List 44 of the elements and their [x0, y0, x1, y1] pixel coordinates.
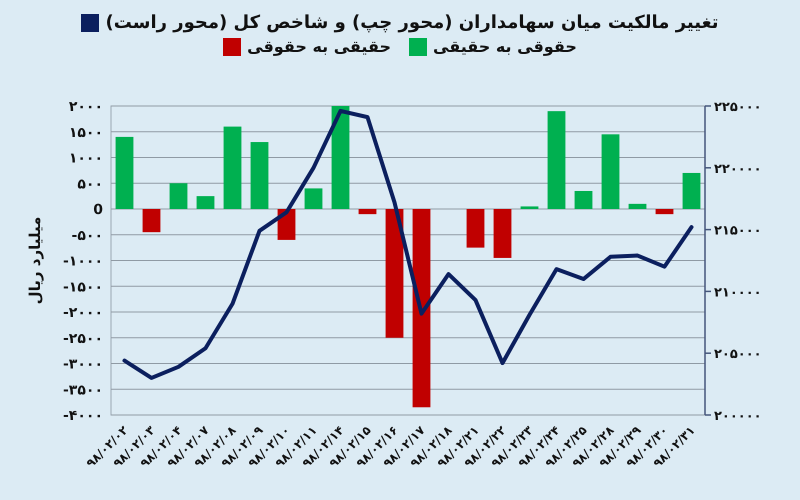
y-tick-label: -۲۰۰۰	[63, 305, 103, 321]
bar	[602, 134, 620, 209]
y2-tick-label: ۲۲۰۰۰۰	[714, 162, 762, 177]
bar	[304, 188, 322, 209]
y-tick-label: ۱۰۰۰	[68, 150, 103, 166]
y2-tick-label: ۲۱۵۰۰۰	[714, 224, 762, 239]
bar	[628, 204, 646, 209]
bar	[386, 209, 404, 338]
y-tick-label: ۲۰۰۰	[68, 99, 103, 115]
y-tick-label: -۳۵۰۰	[63, 382, 103, 398]
line-series	[122, 108, 694, 380]
bar	[682, 172, 700, 209]
bar	[224, 126, 242, 209]
bar	[142, 209, 160, 232]
legend-label: حقیقی به حقوقی	[247, 37, 391, 56]
y-axis-title: میلیارد ریال	[26, 216, 44, 304]
y-tick-label: -۴۰۰۰	[63, 408, 103, 424]
bar	[466, 209, 484, 248]
bar	[412, 209, 430, 408]
y2-tick-label: ۲۲۵۰۰۰	[714, 100, 762, 115]
y-tick-label: -۲۵۰۰	[63, 330, 103, 347]
y-tick-label: -۵۰۰	[72, 228, 103, 244]
bar	[574, 190, 592, 209]
bar	[520, 206, 538, 209]
y-tick-label: ۵۰۰	[77, 176, 103, 192]
bar	[250, 142, 268, 209]
y-tick-label: 0	[93, 202, 104, 218]
legend-label: تغییر مالکیت میان سهامداران (محور چپ) و شاخص کل (محور راست)	[105, 12, 719, 33]
y-tick-label: -۳۰۰۰	[63, 356, 103, 372]
y2-tick-label: ۲۰۵۰۰۰	[714, 347, 762, 362]
bar	[548, 111, 566, 209]
y2-tick-label: ۲۱۰۰۰۰	[714, 285, 762, 300]
y-tick-label: ۱۵۰۰	[68, 124, 103, 141]
bar	[332, 106, 350, 209]
y2-tick-label: ۲۰۰۰۰۰	[714, 409, 762, 424]
bar	[196, 196, 214, 209]
bar	[170, 183, 188, 209]
y-tick-label: -۱۵۰۰	[63, 279, 103, 296]
bar	[358, 209, 376, 214]
bar	[116, 136, 134, 209]
legend-label: حقوقی به حقیقی	[433, 37, 577, 56]
bar	[494, 209, 512, 258]
y-tick-label: -۱۰۰۰	[63, 254, 103, 270]
bar	[656, 209, 674, 214]
